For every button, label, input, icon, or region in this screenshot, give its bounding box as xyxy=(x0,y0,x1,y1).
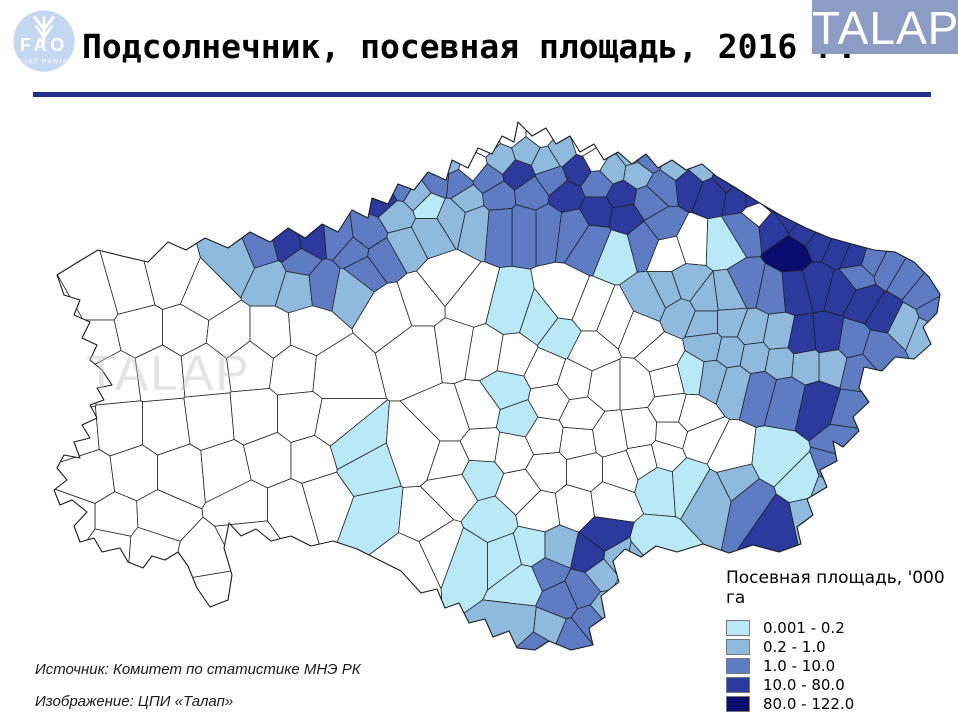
fao-logo: FAO FIAT PANIS xyxy=(13,10,75,72)
wheat-icon xyxy=(33,15,55,44)
map-district xyxy=(240,260,287,307)
map-district xyxy=(774,122,897,234)
legend: Посевная площадь, '000 га 0.001 - 0.2 0.2… xyxy=(726,568,958,713)
map-district xyxy=(422,599,537,650)
legend-item: 10.0 - 80.0 xyxy=(726,675,958,694)
map-district xyxy=(54,337,85,381)
legend-item: 1.0 - 10.0 xyxy=(726,656,958,675)
legend-swatch xyxy=(726,638,750,655)
map-district xyxy=(441,122,501,158)
map-district xyxy=(351,281,413,354)
legend-label: 80.0 - 122.0 xyxy=(763,694,855,713)
map-district xyxy=(620,407,657,449)
map-district xyxy=(821,122,908,270)
map-district xyxy=(688,122,744,183)
map-district xyxy=(387,122,465,175)
fao-motto: FIAT PANIS xyxy=(19,59,68,66)
legend-label: 0.2 - 1.0 xyxy=(763,637,826,656)
legend-items: 0.001 - 0.2 0.2 - 1.0 1.0 - 10.0 10.0 - 80.… xyxy=(726,618,958,713)
map-district xyxy=(121,526,181,650)
map-district xyxy=(527,384,570,421)
title-underline xyxy=(33,92,931,97)
map-district xyxy=(54,449,116,504)
map-district xyxy=(54,122,119,321)
map-district xyxy=(426,440,470,481)
map-district xyxy=(308,258,341,312)
legend-swatch xyxy=(726,676,750,693)
map-district xyxy=(809,446,940,550)
page-title: Подсолнечник, посевная площадь, 2016 г. xyxy=(82,27,857,66)
map-district xyxy=(570,531,606,573)
country-outline xyxy=(53,121,941,651)
legend-swatch xyxy=(726,619,750,636)
map-district xyxy=(567,330,622,372)
legend-item: 80.0 - 122.0 xyxy=(726,694,958,713)
legend-item: 0.001 - 0.2 xyxy=(726,618,958,637)
map-district xyxy=(511,204,537,270)
map-district xyxy=(759,122,877,213)
map-district xyxy=(788,122,899,247)
legend-swatch xyxy=(726,657,750,674)
legend-swatch xyxy=(726,695,750,712)
map-district xyxy=(499,631,560,650)
map-district xyxy=(530,261,590,321)
legend-item: 0.2 - 1.0 xyxy=(726,637,958,656)
talap-logo: TALAP xyxy=(812,0,958,54)
legend-label: 0.001 - 0.2 xyxy=(763,618,845,637)
map-district xyxy=(716,463,760,502)
map-district xyxy=(678,393,726,432)
map-district xyxy=(54,481,96,614)
fao-letters: FAO xyxy=(20,35,68,55)
legend-label: 10.0 - 80.0 xyxy=(763,675,845,694)
talap-watermark: TALAP xyxy=(86,345,251,401)
map-district xyxy=(590,589,673,650)
map-district xyxy=(651,440,687,472)
credit-text: Изображение: ЦПИ «Талап» xyxy=(35,693,234,710)
map-district xyxy=(117,569,323,650)
source-text: Источник: Комитет по статистике МНЭ РК xyxy=(35,661,361,678)
legend-label: 1.0 - 10.0 xyxy=(763,656,836,675)
map-district xyxy=(861,122,940,278)
map-district xyxy=(593,122,642,156)
legend-title: Посевная площадь, '000 га xyxy=(726,568,945,608)
map-district xyxy=(484,208,513,268)
